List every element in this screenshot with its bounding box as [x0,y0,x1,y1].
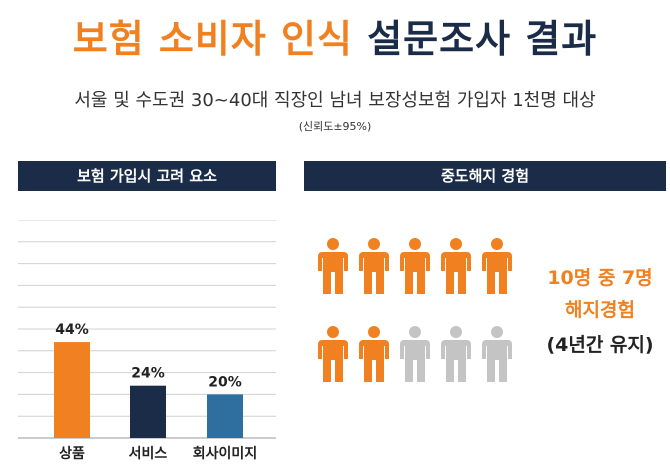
page-title: 보험 소비자 인식 설문조사 결과 [0,8,670,63]
person-icon [400,326,430,382]
person-icon [318,238,348,294]
person-icon [359,238,389,294]
person-icon [400,238,430,294]
category-label: 회사이미지 [193,445,257,462]
cancellation-ratio: 10명 중 7명 [547,267,653,289]
bar-value-label: 44% [55,322,89,338]
bar-value-label: 24% [131,366,165,382]
bar-chart: 44% 상품 24% 서비스 20% 회사이미지 [18,220,276,462]
left-panel-header: 보험 가입시 고려 요소 [18,161,276,191]
right-panel-header: 중도해지 경험 [304,161,666,191]
title-highlight: 보험 소비자 인식 [72,17,353,61]
category-label: 상품 [59,446,85,462]
person-icon [359,326,389,382]
bar-value-label: 20% [208,374,242,390]
person-icon [482,326,512,382]
category-label: 서비스 [129,446,168,462]
cancellation-message: 10명 중 7명 해지경험 (4년간 유지) [530,262,670,364]
bar-3 [207,394,243,438]
bar-2 [130,385,166,438]
retention-note: (4년간 유지) [546,334,654,356]
person-icon [441,238,471,294]
person-icon [318,326,348,382]
bar-1 [54,342,90,438]
cancellation-label: 해지경험 [565,299,635,321]
person-icon [482,238,512,294]
confidence-note: (신뢰도±95%) [298,120,372,133]
person-icon [441,326,471,382]
survey-subtitle: 서울 및 수도권 30~40대 직장인 남녀 보장성보험 가입자 1천명 대상 [74,90,596,111]
title-main: 설문조사 결과 [367,17,598,61]
